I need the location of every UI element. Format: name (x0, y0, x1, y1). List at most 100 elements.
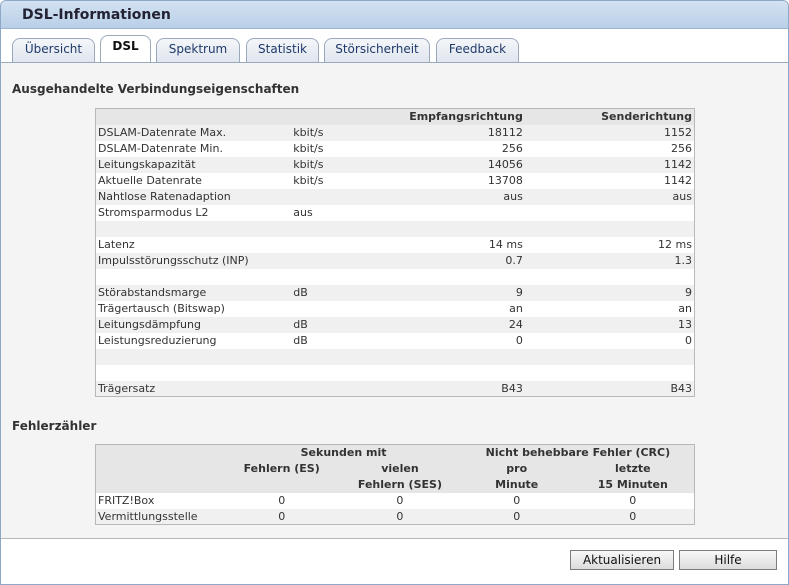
connection-heading: Ausgehandelte Verbindungseigenschaften (12, 82, 300, 96)
row-unit: kbit/s (291, 140, 387, 157)
connection-table: Empfangsrichtung Senderichtung DSLAM-Dat… (95, 108, 695, 397)
row-rx-value: aus (503, 190, 523, 203)
row-unit: kbit/s (293, 158, 324, 171)
error-es-value: 0 (225, 492, 339, 509)
error-row: Vermittlungsstelle 0 0 0 0 (96, 509, 695, 525)
col-header-ses-line1: vielen (338, 460, 462, 477)
row-label: Störabstandsmarge (98, 286, 207, 299)
error-ses-value: 0 (338, 492, 462, 509)
row-rx-value: 14056 (487, 158, 523, 171)
row-label: Leitungsdämpfung (98, 318, 201, 331)
row-tx-value (524, 364, 695, 381)
connection-row: Latenz 14 ms 12 ms (95, 236, 695, 253)
row-rx-value: B43 (501, 381, 523, 395)
col-header-pm-line2: Minute (461, 476, 572, 493)
row-label: Impulsstörungsschutz (INP) (98, 254, 249, 267)
row-unit (291, 364, 387, 381)
row-tx-value: 256 (524, 140, 695, 157)
tab-feedback[interactable]: Feedback (436, 38, 519, 63)
row-label: Leistungsreduzierung (95, 332, 292, 349)
window-title: DSL-Informationen (1, 1, 788, 29)
row-label: Stromsparmodus L2 (95, 204, 292, 221)
error-col-header-row-2: Fehlern (SES) Minute 15 Minuten (95, 476, 695, 493)
connection-row: Störabstandsmarge dB 9 9 (96, 285, 695, 301)
connection-row: Aktuelle Datenrate kbit/s 13708 1142 (95, 172, 695, 189)
error-l15-value: 0 (629, 509, 637, 523)
row-tx-value (524, 204, 695, 221)
row-unit (291, 236, 387, 253)
error-counter-table: Sekunden mit Nicht behebbare Fehler (CRC… (95, 444, 695, 525)
row-rx-value: 0.7 (505, 254, 523, 267)
tab-dsl[interactable]: DSL (100, 35, 151, 64)
row-unit: kbit/s (291, 172, 387, 189)
row-rx-value: an (386, 300, 525, 317)
row-tx-value: 1142 (664, 158, 692, 171)
row-rx-value: 9 (515, 286, 523, 299)
tab-bar: Übersicht DSL Spektrum Statistik Störsic… (1, 29, 788, 64)
connection-row: Leitungsdämpfung dB 24 13 (96, 317, 695, 333)
help-button[interactable]: Hilfe (679, 550, 777, 570)
row-tx-value: 1152 (664, 126, 692, 139)
row-rx-value (386, 364, 525, 381)
row-unit (291, 221, 387, 237)
tab-spektrum[interactable]: Spektrum (156, 38, 240, 63)
refresh-button[interactable]: Aktualisieren (570, 550, 674, 570)
row-rx-value (386, 268, 525, 285)
footer-divider (1, 538, 788, 539)
connection-row (95, 364, 695, 381)
connection-row: Impulsstörungsschutz (INP) 0.7 1.3 (96, 253, 695, 269)
error-es-value: 0 (278, 509, 286, 523)
connection-row: Trägertausch (Bitswap) an an (95, 300, 695, 317)
row-unit: dB (293, 318, 308, 331)
error-l15-value: 0 (571, 492, 695, 509)
errors-heading: Fehlerzähler (12, 419, 97, 433)
row-tx-value: B43 (670, 381, 692, 395)
connection-row (96, 221, 695, 237)
row-rx-value: 0 (386, 332, 525, 349)
col-header-es: Fehlern (ES) (225, 460, 339, 477)
row-rx-value: 24 (508, 318, 523, 331)
error-group-header-row: Sekunden mit Nicht behebbare Fehler (CRC… (95, 444, 695, 461)
row-rx-value (386, 204, 525, 221)
tab-uebersicht[interactable]: Übersicht (12, 38, 95, 63)
connection-row (96, 349, 695, 365)
row-tx-value: 9 (685, 286, 692, 299)
col-header-l15-line1: letzte (571, 460, 695, 477)
row-tx-value (525, 349, 695, 365)
col-header-pm-line1: pro (461, 460, 572, 477)
row-label: Trägertausch (Bitswap) (95, 300, 292, 317)
connection-header-row: Empfangsrichtung Senderichtung (95, 108, 695, 125)
connection-row: DSLAM-Datenrate Max. kbit/s 18112 1152 (96, 125, 695, 141)
group-seconds-header: Sekunden mit (225, 444, 462, 461)
error-row-label: FRITZ!Box (95, 492, 226, 509)
col-header-tx: Senderichtung (524, 108, 695, 125)
row-tx-value: aus (672, 190, 692, 203)
connection-row (95, 268, 695, 285)
error-ses-value: 0 (396, 509, 404, 523)
row-tx-value: 13 (678, 318, 692, 331)
error-row: FRITZ!Box 0 0 0 0 (95, 492, 695, 509)
error-pm-value: 0 (461, 492, 572, 509)
row-label: Trägersatz (98, 381, 156, 395)
row-rx-value: 256 (386, 140, 525, 157)
row-rx-value (387, 349, 525, 365)
row-rx-value (387, 221, 525, 237)
tab-divider (1, 62, 788, 63)
row-rx-value: 13708 (386, 172, 525, 189)
connection-row: Stromsparmodus L2 aus (95, 204, 695, 221)
tab-statistik[interactable]: Statistik (246, 38, 319, 63)
connection-row: Leitungskapazität kbit/s 14056 1142 (96, 157, 695, 173)
tab-content: Ausgehandelte Verbindungseigenschaften E… (1, 63, 788, 538)
row-unit (291, 268, 387, 285)
row-unit (291, 189, 387, 205)
row-label: DSLAM-Datenrate Min. (95, 140, 292, 157)
row-tx-value (524, 268, 695, 285)
row-label (96, 349, 292, 365)
error-row-label: Vermittlungsstelle (98, 509, 198, 523)
row-label: Leitungskapazität (98, 158, 196, 171)
connection-row: Leistungsreduzierung dB 0 0 (95, 332, 695, 349)
col-header-ses-line2: Fehlern (SES) (338, 476, 462, 493)
row-tx-value: 1.3 (674, 254, 693, 267)
tab-stoersicherheit[interactable]: Störsicherheit (324, 38, 430, 63)
